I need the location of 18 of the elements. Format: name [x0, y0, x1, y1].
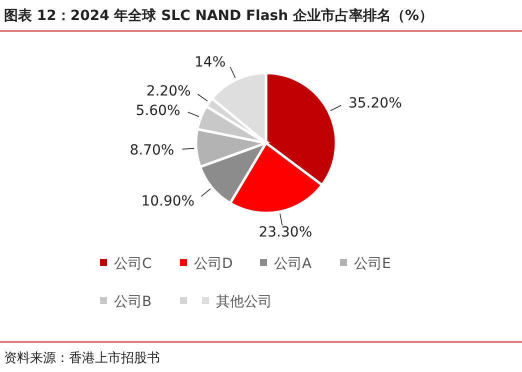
data-label: 8.70% — [130, 142, 174, 159]
legend-label: 公司D — [194, 256, 233, 272]
pie-slice — [198, 142, 268, 204]
legend-label: 公司B — [114, 294, 152, 310]
chart-title: 图表 12：2024 年全球 SLC NAND Flash 企业市占率排名（%） — [4, 7, 433, 24]
data-label: 23.30% — [258, 224, 312, 240]
legend-label: 公司A — [274, 256, 312, 272]
legend-label: 公司E — [354, 256, 391, 272]
legend-label: 公司C — [114, 256, 152, 272]
legend-label: 其他公司 — [216, 294, 272, 310]
data-label: 35.20% — [348, 96, 402, 112]
data-label: 2.20% — [146, 84, 191, 100]
data-label: 10.90% — [141, 193, 195, 210]
pie-slice — [210, 72, 268, 144]
text: 资料来源：香港上市招股书 — [4, 351, 160, 366]
data-label: 14% — [194, 54, 226, 71]
data-label: 5.60% — [136, 102, 180, 119]
pie-slice — [264, 72, 338, 186]
